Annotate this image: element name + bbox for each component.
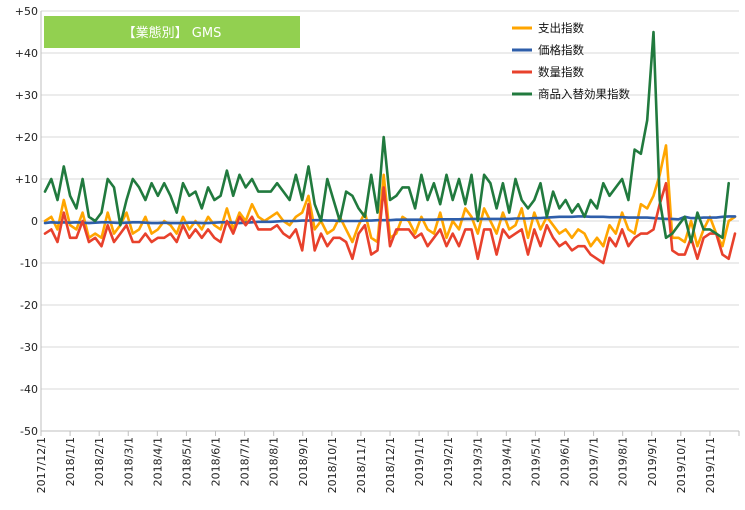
x-tick-label: 2018/3/1 [122,437,135,486]
legend-label: 支出指数 [538,21,584,35]
x-tick-label: 2019/8/1 [617,437,630,486]
x-tick-label: 2018/1/1 [64,437,77,486]
x-tick-label: 2018/11/1 [355,437,368,493]
chart-title: 【業態別】 GMS [123,25,222,41]
series-lines [43,30,737,265]
x-tick-label: 2019/2/1 [442,437,455,486]
legend-label: 価格指数 [538,43,584,57]
y-tick-label: 0 [31,215,38,228]
x-tick-label: 2018/10/1 [326,437,339,493]
y-tick-label: -50 [20,425,38,438]
x-tick-label: 2019/7/1 [588,437,601,486]
x-tick-label: 2019/6/1 [559,437,572,486]
x-tick-label: 2018/2/1 [93,437,106,486]
y-tick-label: +20 [15,131,38,144]
series-line-3 [43,181,737,265]
series-line-2 [43,215,737,225]
x-tick-label: 2018/9/1 [297,437,310,486]
x-axis-ticks [40,431,740,436]
x-tick-label: 2019/10/1 [675,437,688,493]
x-tick-label: 2018/12/1 [384,437,397,493]
x-tick-label: 2019/4/1 [500,437,513,486]
chart-title-badge: 【業態別】 GMS [44,16,300,48]
x-tick-label: 2018/4/1 [151,437,164,486]
y-tick-label: +10 [15,173,38,186]
y-tick-label: +30 [15,89,38,102]
y-tick-label: +50 [15,5,38,18]
x-tick-label: 2019/11/1 [704,437,717,493]
x-tick-label: 2018/6/1 [210,437,223,486]
x-tick-label: 2019/3/1 [471,437,484,486]
x-tick-label: 2018/7/1 [239,437,252,486]
y-tick-label: -20 [20,299,38,312]
series-line-4 [43,30,731,244]
x-tick-label: 2019/9/1 [646,437,659,486]
x-tick-label: 2019/5/1 [529,437,542,486]
y-tick-label: -10 [20,257,38,270]
y-tick-label: +40 [15,47,38,60]
x-tick-label: 2017/12/1 [35,437,48,493]
y-axis-tick-labels: +50 +40 +30 +20 +10 0 -10 -20 -30 -40 -50 [15,5,38,438]
legend-label: 商品入替効果指数 [538,87,630,101]
x-tick-label: 2019/1/1 [413,437,426,486]
y-tick-label: -30 [20,341,38,354]
x-tick-label: 2018/8/1 [268,437,281,486]
y-tick-label: -40 [20,383,38,396]
x-tick-label: 2018/5/1 [180,437,193,486]
title-badge-background [44,16,300,48]
x-axis-tick-labels: 2017/12/1 2018/1/1 2018/2/1 2018/3/1 2018/4/… [35,437,717,493]
legend-label: 数量指数 [538,65,584,79]
